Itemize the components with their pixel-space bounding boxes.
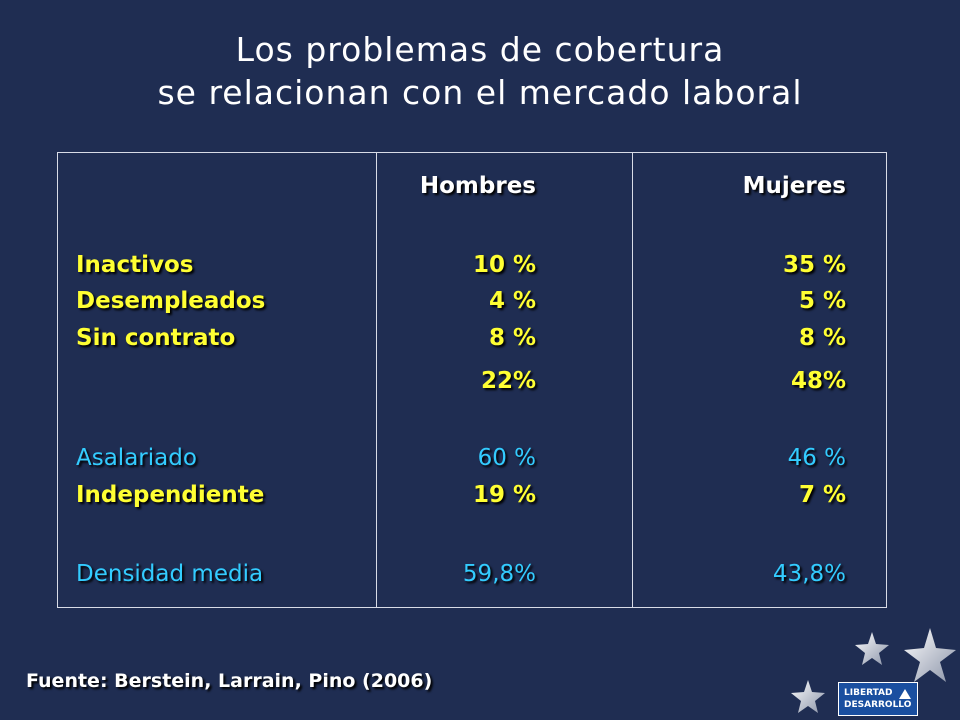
title-line-2: se relacionan con el mercado laboral <box>157 73 803 112</box>
header-mujeres: Mujeres <box>742 173 846 199</box>
header-hombres: Hombres <box>419 173 536 199</box>
value-hombres-densidad-media: 59,8% <box>462 561 536 587</box>
row-label-desempleados: Desempleados <box>76 288 266 314</box>
row-label-asalariado: Asalariado <box>76 445 197 471</box>
data-table-border <box>57 152 887 608</box>
value-hombres-independiente: 19 % <box>472 482 536 508</box>
row-label-inactivos: Inactivos <box>76 252 194 278</box>
row-label-sin-contrato: Sin contrato <box>76 325 236 351</box>
row-label-independiente: Independiente <box>76 482 265 508</box>
value-mujeres-subtotal: 48% <box>790 368 846 394</box>
column-divider-2 <box>632 152 633 608</box>
source-citation: Fuente: Berstein, Larrain, Pino (2006) <box>26 670 433 692</box>
value-hombres-asalariado: 60 % <box>477 445 536 471</box>
value-hombres-desempleados: 4 % <box>488 288 536 314</box>
value-mujeres-desempleados: 5 % <box>798 288 846 314</box>
libertad-desarrollo-logo: LIBERTAD DESARROLLO <box>838 682 918 716</box>
value-mujeres-asalariado: 46 % <box>787 445 846 471</box>
slide-title: Los problemas de cobertura se relacionan… <box>0 28 960 114</box>
title-line-1: Los problemas de cobertura <box>235 30 725 69</box>
value-mujeres-sin-contrato: 8 % <box>798 325 846 351</box>
value-mujeres-independiente: 7 % <box>798 482 846 508</box>
decorative-stars-icon <box>791 628 956 713</box>
value-hombres-sin-contrato: 8 % <box>488 325 536 351</box>
value-mujeres-densidad-media: 43,8% <box>772 561 846 587</box>
column-divider-1 <box>376 152 377 608</box>
value-mujeres-inactivos: 35 % <box>782 252 846 278</box>
value-hombres-subtotal: 22% <box>480 368 536 394</box>
logo-triangle-icon <box>899 689 911 699</box>
row-label-densidad-media: Densidad media <box>76 561 264 587</box>
value-hombres-inactivos: 10 % <box>472 252 536 278</box>
